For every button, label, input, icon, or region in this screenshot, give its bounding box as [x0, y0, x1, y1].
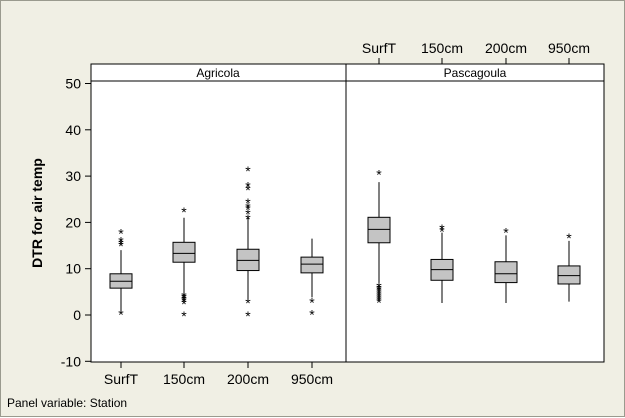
outlier-marker: * [181, 294, 187, 310]
x-tick-label-top: 200cm [485, 40, 527, 56]
x-tick-label-bottom: SurfT [104, 371, 139, 387]
outlier-marker: * [245, 195, 251, 211]
outlier-marker: * [503, 225, 509, 241]
y-tick-label: 40 [65, 122, 81, 138]
outlier-marker: * [181, 290, 187, 306]
outlier-marker: * [309, 307, 315, 323]
x-tick-label-top: SurfT [362, 40, 397, 56]
outlier-marker: * [181, 289, 187, 305]
outlier-marker: * [376, 292, 382, 308]
outlier-marker: * [376, 295, 382, 311]
iqr-box [300, 256, 324, 274]
outlier-marker: * [245, 182, 251, 198]
x-tick-label-bottom: 200cm [227, 371, 269, 387]
outlier-marker: * [309, 295, 315, 311]
outlier-marker: * [376, 281, 382, 297]
outlier-marker: * [181, 292, 187, 308]
y-tick-label: 50 [65, 76, 81, 92]
box-pascagoula-950cm: * [557, 230, 581, 302]
y-tick-label: 10 [65, 261, 81, 277]
x-tick-label-top: 950cm [548, 40, 590, 56]
y-tick-label: 0 [73, 307, 81, 323]
outlier-marker: * [245, 295, 251, 311]
outlier-marker: * [376, 290, 382, 306]
outlier-marker: * [245, 178, 251, 194]
outlier-marker: * [245, 211, 251, 227]
outlier-marker: * [118, 238, 124, 254]
outlier-marker: * [376, 286, 382, 302]
box-pascagoula-150cm: ** [430, 221, 454, 303]
outlier-marker: * [376, 283, 382, 299]
outlier-marker: * [245, 199, 251, 215]
outlier-marker: * [439, 223, 445, 239]
iqr-box [367, 216, 391, 244]
box-pascagoula-surft: ********** [367, 166, 391, 311]
outlier-marker: * [181, 204, 187, 220]
outlier-marker: * [376, 166, 382, 182]
outlier-marker: * [118, 236, 124, 252]
boxes: ************************ ************ * * [109, 163, 581, 324]
outlier-marker: * [245, 308, 251, 324]
box-agricola-950cm: ** [300, 238, 324, 323]
x-tick-label-top: 150cm [421, 40, 463, 56]
outlier-marker: * [245, 202, 251, 218]
outlier-marker: * [118, 307, 124, 323]
y-tick-label: -10 [61, 353, 81, 369]
outlier-marker: * [376, 289, 382, 305]
panel-variable-note: Panel variable: Station [7, 396, 127, 410]
outlier-marker: * [118, 234, 124, 250]
outlier-marker: * [566, 230, 572, 246]
box-pascagoula-200cm: * [494, 225, 518, 303]
x-tick-label-bottom: 150cm [163, 371, 205, 387]
y-tick-label: 30 [65, 168, 81, 184]
outlier-marker: * [245, 163, 251, 179]
y-axis-title: DTR for air temp [29, 158, 45, 268]
outlier-marker: * [181, 296, 187, 312]
outlier-marker: * [376, 284, 382, 300]
x-tick-label-bottom: 950cm [291, 371, 333, 387]
iqr-box [494, 261, 518, 284]
outlier-marker: * [376, 279, 382, 295]
box-agricola-150cm: ******* [172, 204, 196, 324]
y-tick-label: 20 [65, 214, 81, 230]
outlier-marker: * [245, 206, 251, 222]
box-agricola-surft: ***** [109, 226, 133, 323]
y-axis: -10 0 10 20 30 40 50 [61, 76, 91, 369]
iqr-box [557, 265, 581, 285]
iqr-box [172, 241, 196, 263]
plot-area [90, 63, 605, 363]
box-agricola-200cm: ********** [236, 163, 260, 324]
strip-label-pascagoula: Pascagoula [444, 66, 507, 80]
x-axis: SurfT 150cm 200cm 950cm SurfT 150cm 200cm 950cm [104, 40, 590, 387]
outlier-marker: * [181, 308, 187, 324]
strip-label-agricola: Agricola [196, 66, 240, 80]
outlier-marker: * [439, 221, 445, 237]
outlier-marker: * [118, 226, 124, 242]
